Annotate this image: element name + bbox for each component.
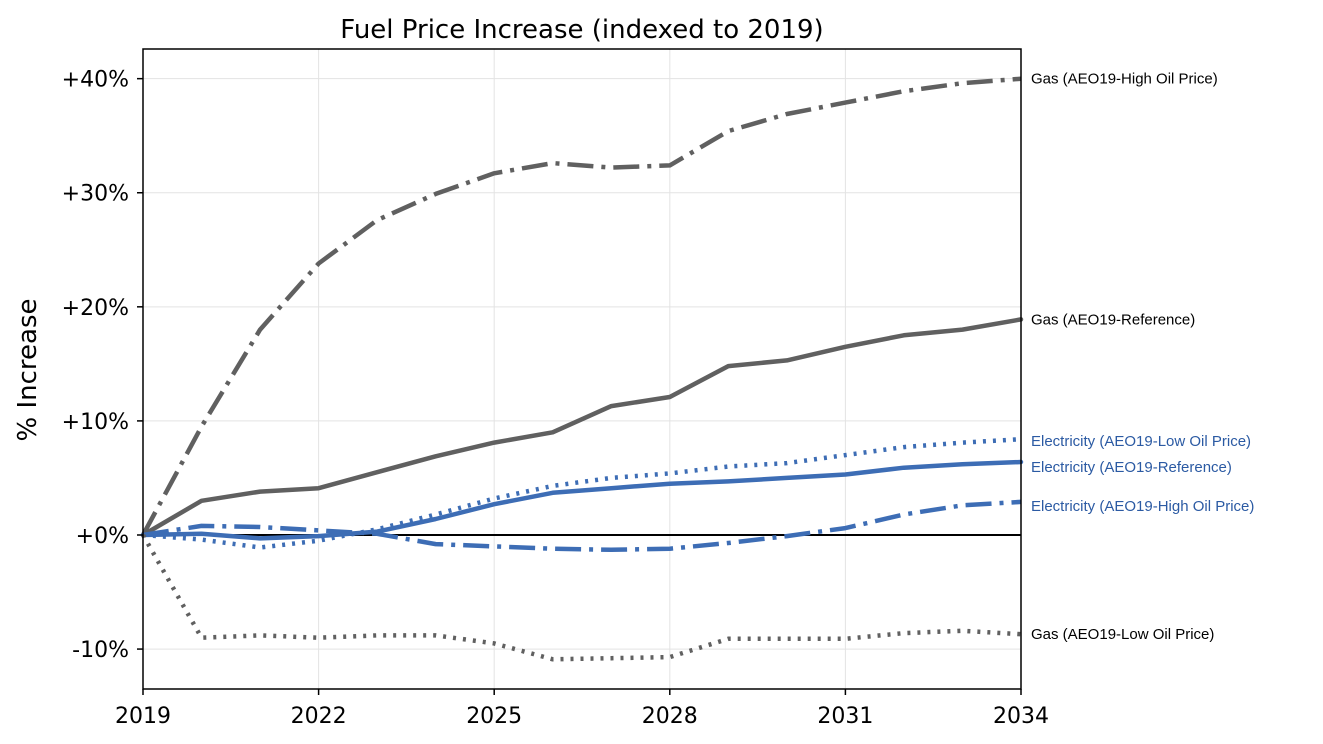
series-label-2: Electricity (AEO19-Low Oil Price) (1031, 433, 1251, 450)
series-line-4 (142, 499, 1022, 553)
series-line-1 (140, 317, 1024, 538)
plot-border (142, 48, 1022, 690)
series-label-5: Gas (AEO19-Low Oil Price) (1031, 626, 1214, 643)
plot-frame (142, 48, 1022, 690)
series-label-4: Electricity (AEO19-High Oil Price) (1031, 498, 1254, 515)
series-layer (140, 76, 1024, 662)
series-line-5 (141, 533, 1022, 662)
series-label-1: Gas (AEO19-Reference) (1031, 311, 1195, 328)
x-axis: 2019 2022 2025 2028 2031 2034 (115, 689, 1049, 729)
y-tick-label-5: +40% (62, 68, 129, 93)
x-tick-label-4: 2031 (817, 704, 873, 729)
y-tick-label-0: -10% (72, 638, 129, 663)
y-tick-label-1: +0% (76, 524, 129, 549)
x-tick-label-1: 2022 (291, 704, 347, 729)
y-tick-label-3: +20% (62, 296, 129, 321)
series-line-0 (141, 76, 1022, 537)
series-line-2 (142, 436, 1022, 550)
series-labels: Gas (AEO19-High Oil Price) Gas (AEO19-Ref… (1031, 71, 1254, 644)
x-tick-label-0: 2019 (115, 704, 171, 729)
y-tick-label-2: +10% (62, 410, 129, 435)
x-tick-label-3: 2028 (642, 704, 698, 729)
series-label-3: Electricity (AEO19-Reference) (1031, 459, 1232, 476)
x-tick-label-2: 2025 (466, 704, 522, 729)
series-label-0: Gas (AEO19-High Oil Price) (1031, 71, 1218, 88)
series-line-3 (140, 459, 1024, 541)
grid-layer (142, 49, 1022, 689)
chart-title: Fuel Price Increase (indexed to 2019) (340, 15, 823, 45)
y-tick-label-4: +30% (62, 182, 129, 207)
x-tick-label-5: 2034 (993, 704, 1049, 729)
y-axis: -10% +0% +10% +20% +30% +40% (62, 68, 143, 663)
y-axis-label: % Increase (13, 299, 43, 442)
